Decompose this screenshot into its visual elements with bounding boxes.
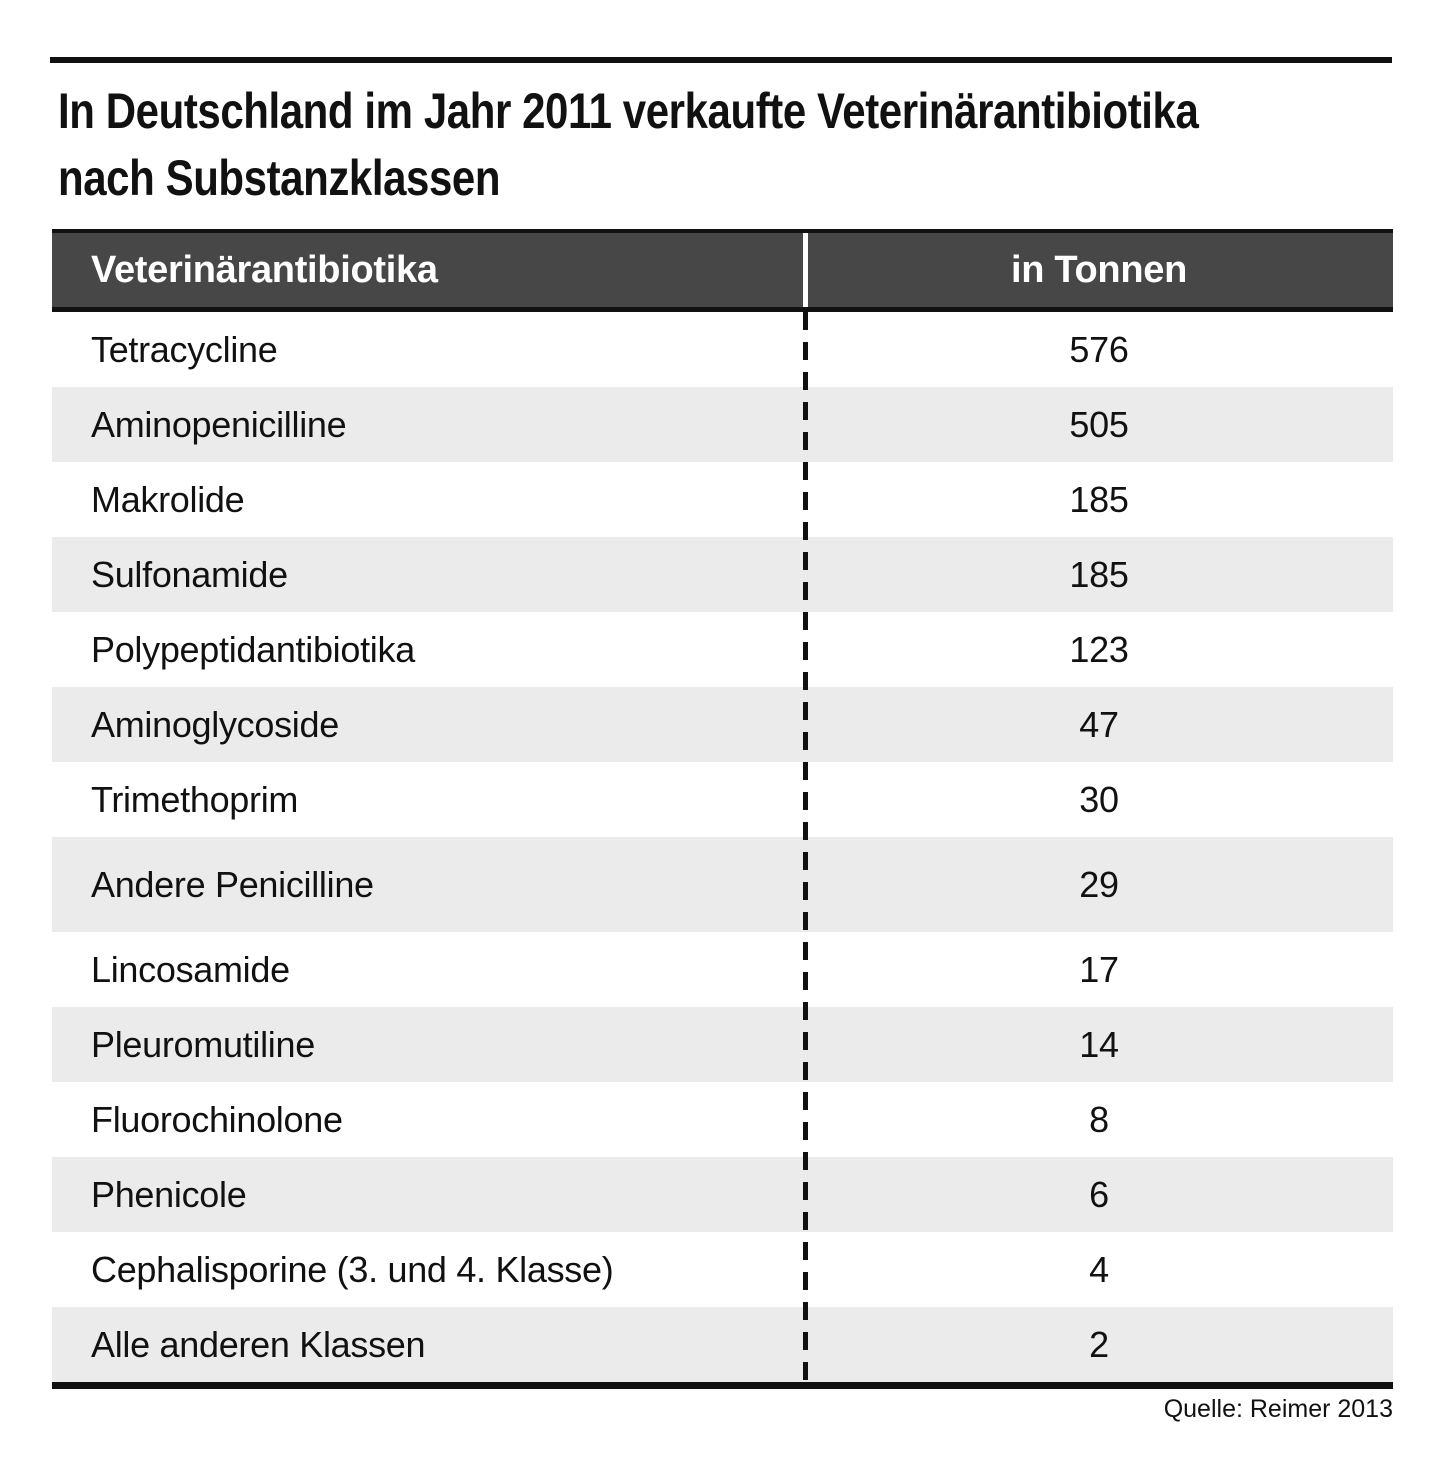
table-row: Pleuromutiline 14 (52, 1007, 1393, 1082)
substance-label: Tetracycline (91, 328, 278, 370)
table-row: Trimethoprim 30 (52, 762, 1393, 837)
substance-label: Fluorochinolone (91, 1098, 343, 1140)
substance-label: Phenicole (91, 1173, 247, 1215)
table-row: Aminoglycoside 47 (52, 687, 1393, 762)
table-row: Alle anderen Klassen 2 (52, 1307, 1393, 1382)
tonnage-value: 14 (1079, 1023, 1119, 1065)
substance-label: Andere Penicilline (91, 863, 374, 905)
page-title-text: In Deutschland im Jahr 2011 verkaufte Ve… (58, 78, 1199, 212)
substance-label: Trimethoprim (91, 778, 299, 820)
tonnage-value: 576 (1069, 328, 1129, 370)
tonnage-value: 6 (1089, 1173, 1109, 1215)
substance-label: Alle anderen Klassen (91, 1323, 426, 1365)
column-header-substance: Veterinärantibiotika (91, 249, 438, 291)
substance-label: Sulfonamide (91, 553, 288, 595)
tonnage-value: 185 (1069, 553, 1129, 595)
substance-label: Aminopenicilline (91, 403, 347, 445)
tonnage-value: 8 (1089, 1098, 1109, 1140)
table-row: Sulfonamide 185 (52, 537, 1393, 612)
tonnage-value: 4 (1089, 1248, 1109, 1290)
column-divider-dashed (803, 312, 808, 1382)
table-row: Fluorochinolone 8 (52, 1082, 1393, 1157)
tonnage-value: 123 (1069, 628, 1129, 670)
table-header-row: Veterinärantibiotika in Tonnen (52, 233, 1393, 312)
table-row: Tetracycline 576 (52, 312, 1393, 387)
tonnage-value: 2 (1089, 1323, 1109, 1365)
substance-label: Polypeptidantibiotika (91, 628, 415, 670)
substance-label: Pleuromutiline (91, 1023, 315, 1065)
table-row: Phenicole 6 (52, 1157, 1393, 1232)
page-title: In Deutschland im Jahr 2011 verkaufte Ve… (58, 78, 1416, 212)
substance-label: Cephalisporine (3. und 4. Klasse) (91, 1248, 614, 1290)
title-line-1: In Deutschland im Jahr 2011 verkaufte Ve… (58, 83, 1199, 139)
source-credit: Quelle: Reimer 2013 (1163, 1395, 1393, 1423)
top-rule (50, 57, 1392, 63)
tonnage-value: 47 (1079, 703, 1119, 745)
substance-label: Lincosamide (91, 948, 290, 990)
table-row: Polypeptidantibiotika 123 (52, 612, 1393, 687)
substance-label: Aminoglycoside (91, 703, 339, 745)
title-line-2: nach Substanzklassen (58, 150, 501, 206)
table-row: Aminopenicilline 505 (52, 387, 1393, 462)
tonnage-value: 505 (1069, 403, 1129, 445)
tonnage-value: 185 (1069, 478, 1129, 520)
tonnage-value: 17 (1079, 948, 1119, 990)
table-body: Tetracycline 576 Aminopenicilline 505 Ma… (52, 312, 1393, 1382)
tonnage-value: 29 (1079, 863, 1119, 905)
data-table: Veterinärantibiotika in Tonnen Tetracycl… (52, 229, 1393, 1389)
tonnage-value: 30 (1079, 778, 1119, 820)
table-row: Cephalisporine (3. und 4. Klasse) 4 (52, 1232, 1393, 1307)
table-row: Lincosamide 17 (52, 932, 1393, 1007)
table-row: Andere Penicilline 29 (52, 837, 1393, 932)
substance-label: Makrolide (91, 478, 245, 520)
header-column-divider (803, 233, 808, 307)
table-row: Makrolide 185 (52, 462, 1393, 537)
column-header-tonnage: in Tonnen (1010, 249, 1187, 291)
